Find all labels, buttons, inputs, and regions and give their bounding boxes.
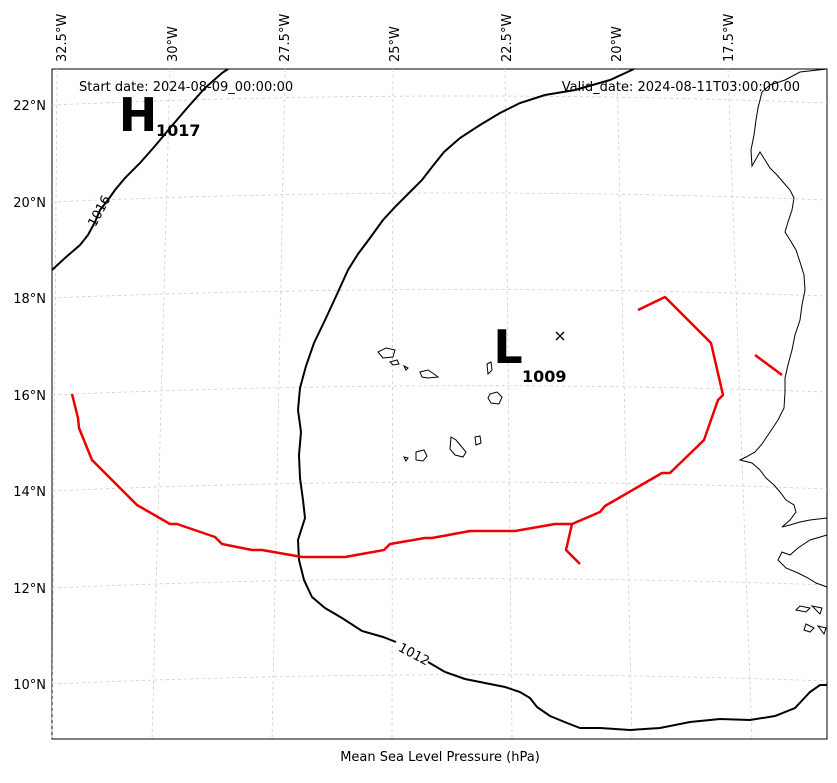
meridian-27-5 <box>271 68 286 740</box>
isobar-1012 <box>296 94 827 732</box>
island-santiago <box>449 436 467 458</box>
low-center-value: 1009 <box>522 367 567 386</box>
lon-tick-20: 20°W <box>610 26 625 62</box>
parallel-22 <box>51 95 828 106</box>
lat-tick-14: 14°N <box>13 485 46 500</box>
lon-tick-25: 25°W <box>388 26 403 62</box>
lat-tick-20: 20°N <box>13 196 46 211</box>
island-sal <box>486 361 493 376</box>
lat-tick-16: 16°N <box>13 389 46 404</box>
meridian-20 <box>616 68 633 740</box>
isobar-1012-top <box>544 68 635 96</box>
latitude-ticks: 22°N 20°N 18°N 16°N 14°N 12°N 10°N <box>13 99 46 693</box>
lat-tick-18: 18°N <box>13 292 46 307</box>
island-fogo <box>415 449 428 462</box>
parallel-12 <box>51 578 828 589</box>
map-frame <box>51 68 828 740</box>
meridian-25 <box>391 68 394 740</box>
longitude-ticks: 32.5°W 30°W 27.5°W 25°W 22.5°W 20°W 17.5… <box>55 14 737 62</box>
island-santa-luzia <box>402 364 409 371</box>
trough-main <box>70 295 725 559</box>
lon-tick-32-5: 32.5°W <box>55 14 70 62</box>
high-pressure-center: H 1017 <box>119 88 201 142</box>
troughs <box>70 295 783 565</box>
high-center-letter: H <box>119 88 158 142</box>
parallel-14 <box>51 481 828 492</box>
parallel-20 <box>51 192 828 203</box>
island-maio <box>474 435 482 446</box>
isobar-1016 <box>51 68 229 271</box>
graticule <box>51 68 828 740</box>
africa-coast-north <box>738 68 828 528</box>
meridian-22-5 <box>504 68 513 740</box>
meridian-17-5 <box>727 68 753 740</box>
low-center-letter: L <box>493 320 522 374</box>
meridian-32-5 <box>51 68 58 740</box>
coastlines <box>377 68 828 636</box>
bijagos-islands <box>794 605 827 636</box>
lon-tick-30: 30°W <box>166 26 181 62</box>
lat-tick-22: 22°N <box>13 99 46 114</box>
africa-coast-south <box>777 534 828 588</box>
island-santo-antao <box>377 347 396 359</box>
start-date-label: Start date: 2024-08-09_00:00:00 <box>79 80 293 95</box>
lon-tick-27-5: 27.5°W <box>278 14 293 62</box>
storm-position-marker <box>555 331 565 341</box>
trough-branch <box>564 523 581 565</box>
low-pressure-center: L 1009 <box>493 320 566 386</box>
trough-east <box>754 353 783 377</box>
high-center-value: 1017 <box>156 121 201 140</box>
island-boa-vista <box>487 391 503 405</box>
island-sao-nicolau <box>419 369 440 379</box>
lon-tick-22-5: 22.5°W <box>500 14 515 62</box>
parallel-16 <box>51 385 828 396</box>
valid-date-label: Valid_date: 2024-08-11T03:00:00.00 <box>562 80 800 95</box>
lat-tick-10: 10°N <box>13 678 46 693</box>
isobars <box>51 68 827 732</box>
map-caption: Mean Sea Level Pressure (hPa) <box>340 750 540 765</box>
island-brava <box>403 456 409 462</box>
parallel-10 <box>51 674 828 685</box>
island-sao-vicente <box>389 359 400 366</box>
meridian-30 <box>151 68 171 740</box>
lat-tick-12: 12°N <box>13 582 46 597</box>
lon-tick-17-5: 17.5°W <box>722 14 737 62</box>
parallel-18 <box>51 289 828 299</box>
